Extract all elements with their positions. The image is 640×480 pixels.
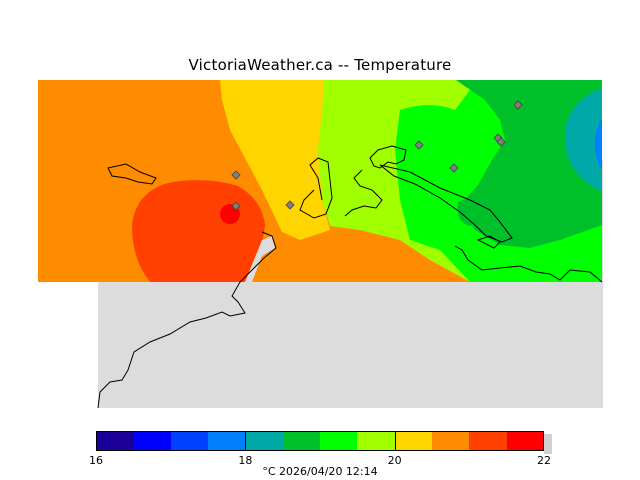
- colorbar-shadow: [544, 434, 552, 454]
- station-marker[interactable]: [231, 201, 241, 211]
- station-marker[interactable]: [449, 163, 459, 173]
- coastline-bay: [344, 169, 383, 217]
- colorbar-swatch: [357, 431, 396, 451]
- zone-yellow: [220, 80, 330, 240]
- zone-green-patch: [457, 198, 486, 226]
- coastline-olympic: [454, 245, 603, 283]
- coastline-peninsula: [299, 157, 333, 219]
- colorbar-swatch: [506, 431, 545, 451]
- station-markers: [231, 100, 523, 211]
- colorbar-swatch: [96, 431, 134, 451]
- station-marker[interactable]: [496, 137, 506, 147]
- colorbar-tick-label: 16: [89, 454, 103, 467]
- station-marker[interactable]: [231, 170, 241, 180]
- island-southeast: [476, 235, 501, 249]
- colorbar-caption: °C 2026/04/20 12:14: [262, 465, 378, 478]
- colorbar-tick: [245, 431, 247, 451]
- colorbar-swatch: [320, 431, 358, 451]
- coastlines: [97, 145, 603, 409]
- zone-teal: [564, 88, 602, 192]
- island-north: [369, 145, 407, 169]
- colorbar-swatch: [394, 431, 433, 451]
- coastline-south: [97, 231, 277, 409]
- island-spit: [379, 164, 513, 243]
- colorbar-swatch: [432, 431, 470, 451]
- colorbar-swatch: [133, 431, 172, 451]
- colorbar-swatch: [208, 431, 246, 451]
- colorbar-swatch: [245, 431, 284, 451]
- station-marker[interactable]: [414, 140, 424, 150]
- zone-red-orange: [132, 180, 265, 282]
- colorbar-tick-label: 18: [238, 454, 253, 467]
- zone-dark-green: [456, 80, 602, 248]
- temperature-field: [38, 80, 602, 282]
- colorbar-swatch: [170, 431, 209, 451]
- colorbar-tick-label: 20: [387, 454, 402, 467]
- colorbar: [96, 431, 545, 451]
- station-marker[interactable]: [285, 200, 295, 210]
- station-marker[interactable]: [513, 100, 523, 110]
- colorbar-swatch: [469, 431, 508, 451]
- colorbar-tick: [394, 431, 396, 451]
- colorbar-tick-label: 22: [537, 454, 551, 467]
- colorbar-swatch: [282, 431, 321, 451]
- zone-blue: [594, 118, 602, 170]
- island-west: [107, 163, 157, 185]
- map-title: VictoriaWeather.ca -- Temperature: [188, 56, 452, 74]
- land-mainland-south: [245, 236, 275, 282]
